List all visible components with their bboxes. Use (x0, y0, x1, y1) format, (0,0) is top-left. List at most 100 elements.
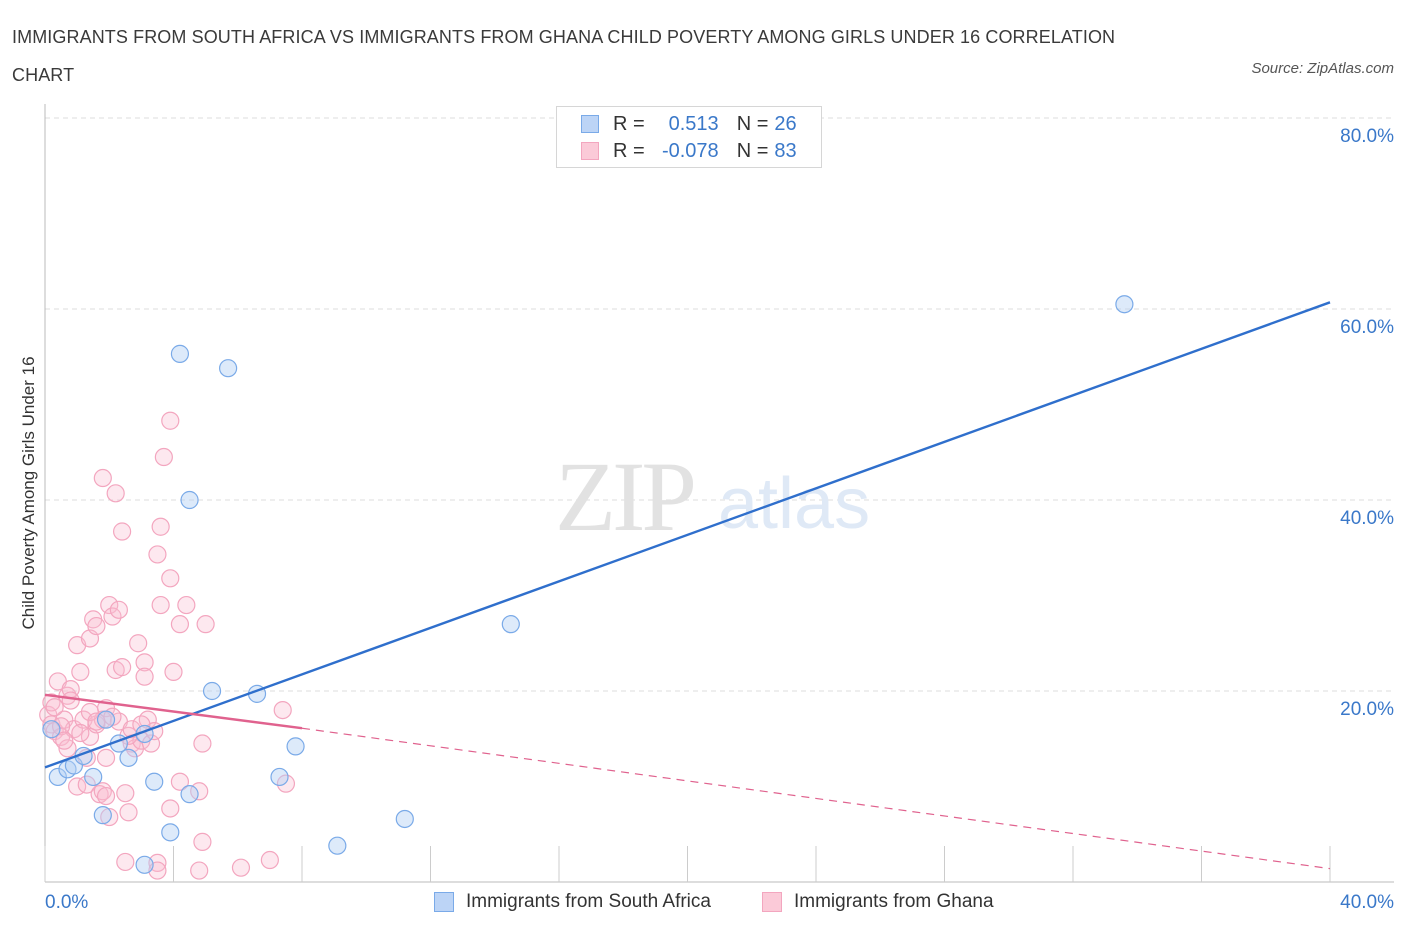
watermark: ZIP atlas (555, 441, 870, 552)
ghana-point-65 (193, 734, 212, 753)
south-africa-point-6 (93, 806, 112, 825)
ghana-point-16 (77, 775, 96, 794)
ghana-point-20 (87, 616, 106, 636)
ghana-point-76 (96, 786, 116, 806)
ghana-point-63 (190, 861, 209, 880)
ghana-point-80 (61, 691, 80, 710)
ghana-point-51 (148, 545, 167, 564)
ghana-point-27 (96, 748, 116, 767)
ghana-point-57 (161, 411, 180, 430)
legend-r-value-south-africa: 0.513 (668, 112, 719, 135)
ghana-point-56 (161, 799, 180, 818)
ghana-point-44 (135, 653, 154, 672)
chart-title: IMMIGRANTS FROM SOUTH AFRICA VS IMMIGRAN… (12, 27, 1116, 85)
ghana-point-22 (90, 785, 109, 804)
ghana-point-58 (164, 662, 183, 682)
series-legend-ghana: Immigrants from Ghana (762, 888, 994, 916)
ghana-point-39 (119, 803, 138, 822)
south-africa-point-23 (395, 809, 414, 829)
legend-swatch-south-africa (581, 115, 599, 133)
south-africa-point-7 (96, 710, 116, 729)
ghana-point-33 (109, 600, 128, 619)
south-africa-point-20 (270, 767, 289, 787)
ghana-point-70 (276, 774, 296, 793)
legend-r-label: R = (613, 112, 645, 135)
south-africa-point-18 (219, 359, 238, 378)
axes (44, 104, 1394, 883)
ghana-point-75 (80, 702, 100, 722)
south-africa-trend-line (44, 301, 1331, 769)
legend-swatch-ghana (581, 142, 599, 160)
series-label-ghana: Immigrants from Ghana (794, 891, 994, 912)
ghana-point-30 (103, 607, 122, 626)
legend-n-label: N = (736, 112, 769, 135)
ghana-point-37 (116, 784, 135, 803)
legend-r-label: R = (613, 139, 645, 162)
series-legend-south-africa: Immigrants from South Africa (434, 888, 711, 916)
south-africa-point-15 (180, 490, 199, 510)
south-africa-point-16 (180, 785, 199, 804)
south-africa-point-12 (145, 772, 164, 791)
legend-n-label: N = (736, 139, 769, 162)
trend-lines (44, 301, 1331, 870)
south-africa-point-11 (135, 855, 154, 874)
ghana-point-13 (71, 662, 90, 682)
ghana-point-54 (154, 447, 173, 467)
south-africa-point-24 (501, 615, 520, 634)
ghana-point-36 (112, 658, 132, 677)
ghana-trend-line (44, 693, 303, 730)
south-africa-point-1 (48, 767, 67, 787)
ghana-point-71 (45, 698, 64, 717)
south-africa-point-21 (286, 737, 305, 756)
tick-labels: 20.0% 40.0% 60.0% 80.0% 0.0% 40.0% (45, 126, 1394, 913)
y-tick-label-3: 80.0% (1340, 126, 1394, 147)
south-africa-point-14 (170, 344, 190, 363)
south-africa-point-9 (119, 748, 138, 767)
ghana-point-61 (177, 595, 196, 615)
ghana-point-64 (193, 832, 212, 851)
correlation-legend: R = 0.513 N = 26 R = -0.078 N = 83 (556, 106, 822, 168)
watermark-zip: ZIP (555, 441, 693, 552)
ghana-point-45 (135, 667, 154, 686)
south-africa-point-0 (42, 720, 61, 739)
ghana-point-53 (151, 595, 170, 615)
ghana-point-28 (100, 595, 119, 615)
legend-row-south-africa: R = 0.513 N = 26 (581, 111, 797, 137)
legend-r-value-ghana: -0.078 (661, 139, 719, 162)
source-label: Source: ZipAtlas.com (1251, 60, 1394, 77)
south-africa-point-17 (202, 681, 222, 701)
legend-n-value-south-africa: 26 (774, 112, 797, 135)
ghana-point-68 (260, 850, 279, 870)
y-axis-label: Child Poverty Among Girls Under 16 (19, 356, 38, 629)
south-africa-point-25 (1115, 295, 1134, 314)
ghana-point-59 (170, 615, 190, 634)
legend-row-ghana: R = -0.078 N = 83 (581, 138, 797, 164)
series-label-south-africa: Immigrants from South Africa (466, 891, 711, 912)
series-swatch-south-africa (434, 892, 454, 912)
ghana-point-67 (231, 858, 251, 877)
ghana-point-38 (116, 852, 135, 872)
y-tick-label-1: 40.0% (1340, 508, 1394, 529)
ghana-points (39, 411, 296, 880)
ghana-point-55 (161, 569, 180, 588)
ghana-point-25 (93, 468, 112, 488)
ghana-point-29 (100, 807, 119, 827)
series-swatch-ghana (762, 892, 782, 912)
ghana-trend-line-extension (301, 727, 1331, 870)
ghana-point-60 (170, 772, 190, 791)
grid-lines (45, 117, 1394, 692)
y-tick-label-2: 60.0% (1340, 317, 1394, 338)
ghana-point-31 (106, 484, 125, 503)
south-africa-points (42, 295, 1134, 874)
south-africa-point-13 (161, 823, 180, 842)
ghana-point-42 (129, 634, 148, 653)
ghana-point-74 (71, 723, 90, 743)
ghana-point-66 (196, 615, 215, 634)
y-tick-label-0: 20.0% (1340, 699, 1394, 720)
ghana-point-35 (112, 522, 132, 541)
ghana-point-73 (55, 731, 74, 750)
x-tick-label-1: 40.0% (1340, 892, 1394, 913)
x-tick-label-0: 0.0% (45, 892, 88, 913)
south-africa-point-22 (328, 836, 347, 855)
